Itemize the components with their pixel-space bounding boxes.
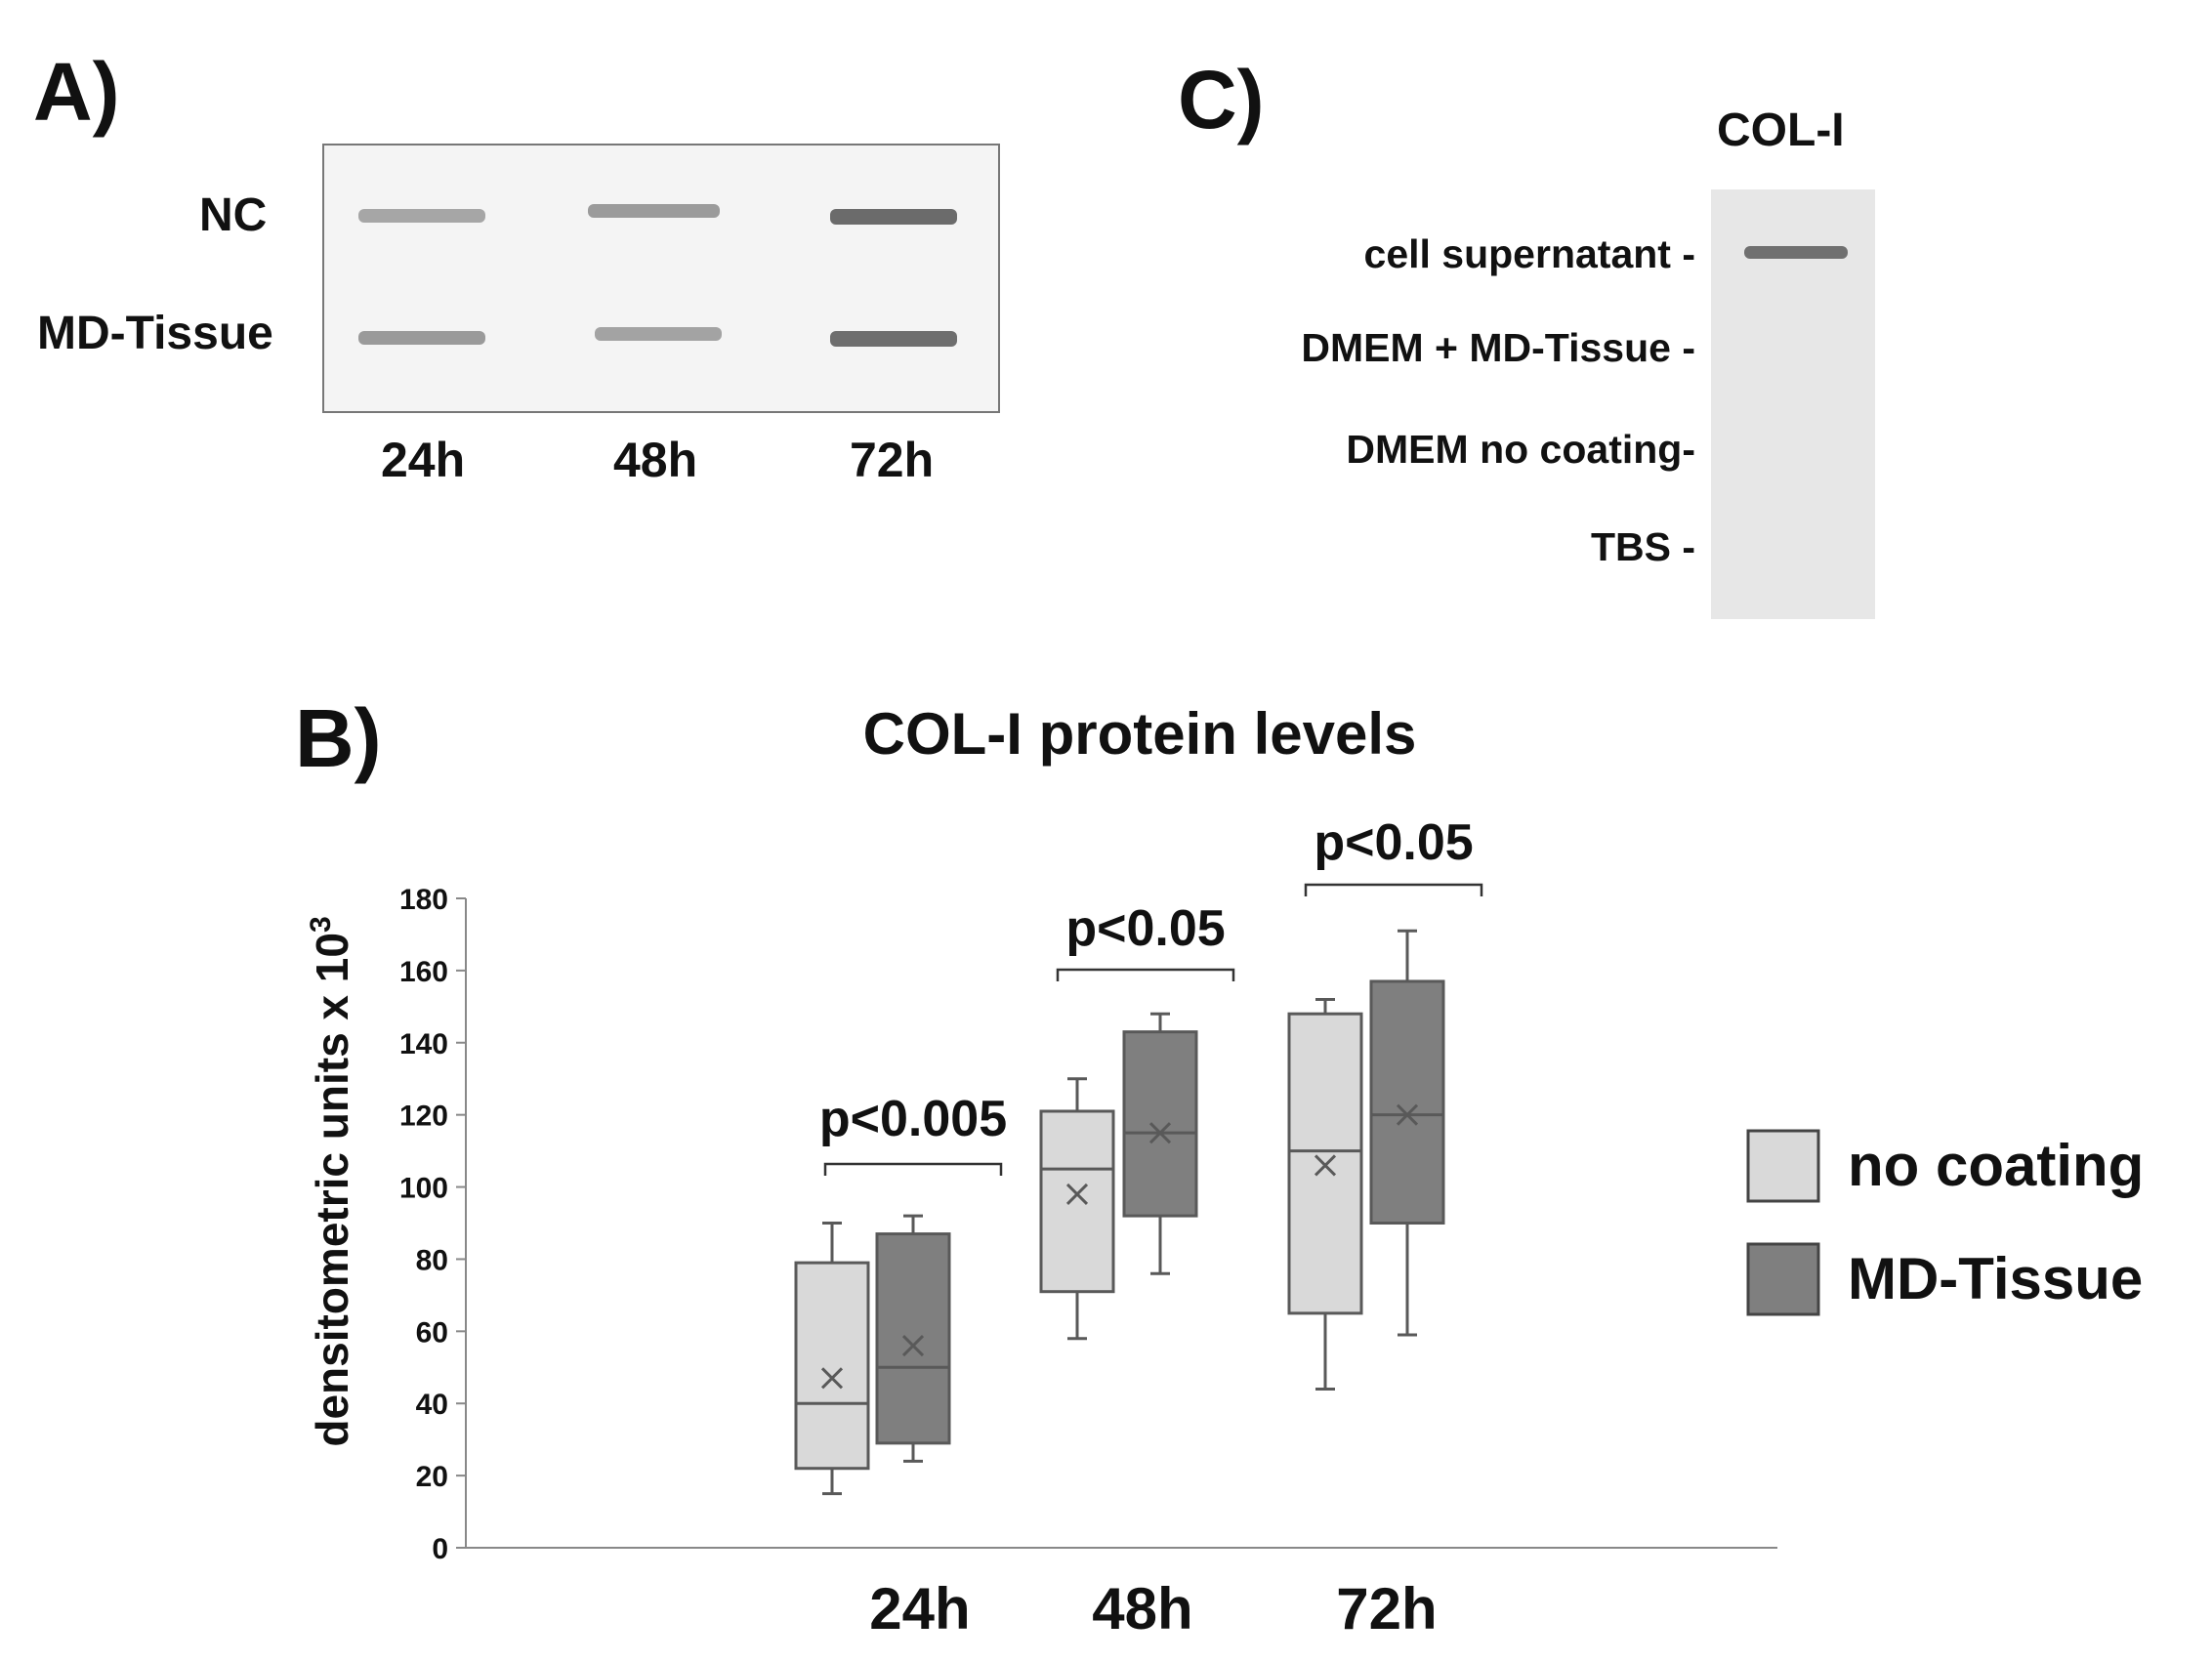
- slot-label: DMEM no coating-: [1346, 427, 1695, 472]
- legend-swatch-no-coating: [1746, 1129, 1820, 1203]
- mean-marker: [1065, 1183, 1089, 1206]
- y-axis-label-superscript: 3: [305, 916, 337, 933]
- significance-bracket: [1304, 883, 1483, 896]
- blot-lane-label: 48h: [613, 433, 698, 487]
- blot-row-label-md-tissue: MD-Tissue: [37, 308, 273, 359]
- x-category-label: 72h: [1336, 1576, 1437, 1641]
- significance-bracket: [1056, 968, 1235, 981]
- chart-title: COL-I protein levels: [863, 701, 1417, 767]
- box-md-tissue: [1369, 979, 1445, 1225]
- slot-label: cell supernatant -: [1363, 231, 1695, 276]
- blot-lane-label: 72h: [850, 433, 935, 487]
- slot-label: TBS -: [1590, 524, 1695, 569]
- blot-row-label-nc: NC: [199, 189, 268, 241]
- y-tick-label: 140: [399, 1028, 448, 1060]
- mean-marker-stroke: [1065, 1183, 1089, 1206]
- blot-band: [588, 204, 720, 218]
- blot-band: [595, 327, 722, 341]
- blot-lane-label: 24h: [381, 433, 466, 487]
- slot-blot-strip: [1711, 189, 1875, 619]
- mean-marker: [1148, 1122, 1172, 1144]
- box-no-coating: [1039, 1109, 1115, 1294]
- y-tick-label: 80: [416, 1244, 448, 1276]
- mean-marker-stroke: [1396, 1103, 1419, 1126]
- western-blot-image: [322, 144, 1000, 413]
- y-tick-label: 60: [416, 1316, 448, 1349]
- significance-bracket: [823, 1162, 1003, 1176]
- box-no-coating: [1287, 1012, 1363, 1315]
- significance-label: p<0.005: [819, 1091, 1007, 1147]
- panel-b-label: B): [295, 692, 382, 784]
- y-tick-label: 0: [432, 1533, 448, 1565]
- x-category-label: 24h: [869, 1576, 970, 1641]
- y-tick-label: 180: [399, 884, 448, 916]
- mean-marker-stroke: [820, 1367, 844, 1390]
- legend-label: no coating: [1848, 1133, 2144, 1198]
- y-tick-label: 120: [399, 1101, 448, 1133]
- mean-marker-stroke: [901, 1335, 925, 1357]
- legend-label: MD-Tissue: [1848, 1246, 2143, 1311]
- mean-marker-stroke: [1148, 1122, 1172, 1144]
- y-axis-label: densitometric units x 103: [305, 916, 357, 1446]
- panel-c-label: C): [1178, 54, 1265, 145]
- blot-band: [1744, 246, 1848, 259]
- panel-a-label: A): [33, 46, 120, 138]
- blot-band: [358, 331, 485, 345]
- blot-band: [830, 209, 957, 225]
- y-tick-label: 20: [416, 1461, 448, 1493]
- y-axis-label-text: densitometric units x 10: [307, 933, 357, 1447]
- panel-c-column-title: COL-I: [1717, 104, 1845, 156]
- y-tick-label: 100: [399, 1173, 448, 1205]
- blot-band: [830, 331, 957, 347]
- mean-marker: [1314, 1154, 1337, 1177]
- box-no-coating: [794, 1261, 870, 1471]
- significance-label: p<0.05: [1065, 900, 1225, 957]
- x-category-label: 48h: [1092, 1576, 1192, 1641]
- blot-band: [358, 209, 485, 223]
- y-tick-label: 40: [416, 1389, 448, 1421]
- legend-swatch-md-tissue: [1746, 1242, 1820, 1316]
- mean-marker: [1396, 1103, 1419, 1126]
- mean-marker: [901, 1335, 925, 1357]
- mean-marker-stroke: [1314, 1154, 1337, 1177]
- slot-label: DMEM + MD-Tissue -: [1301, 325, 1695, 370]
- significance-label: p<0.05: [1314, 814, 1473, 871]
- box-md-tissue: [1122, 1030, 1198, 1218]
- mean-marker: [820, 1367, 844, 1390]
- box-md-tissue: [875, 1232, 951, 1445]
- y-tick-label: 160: [399, 956, 448, 988]
